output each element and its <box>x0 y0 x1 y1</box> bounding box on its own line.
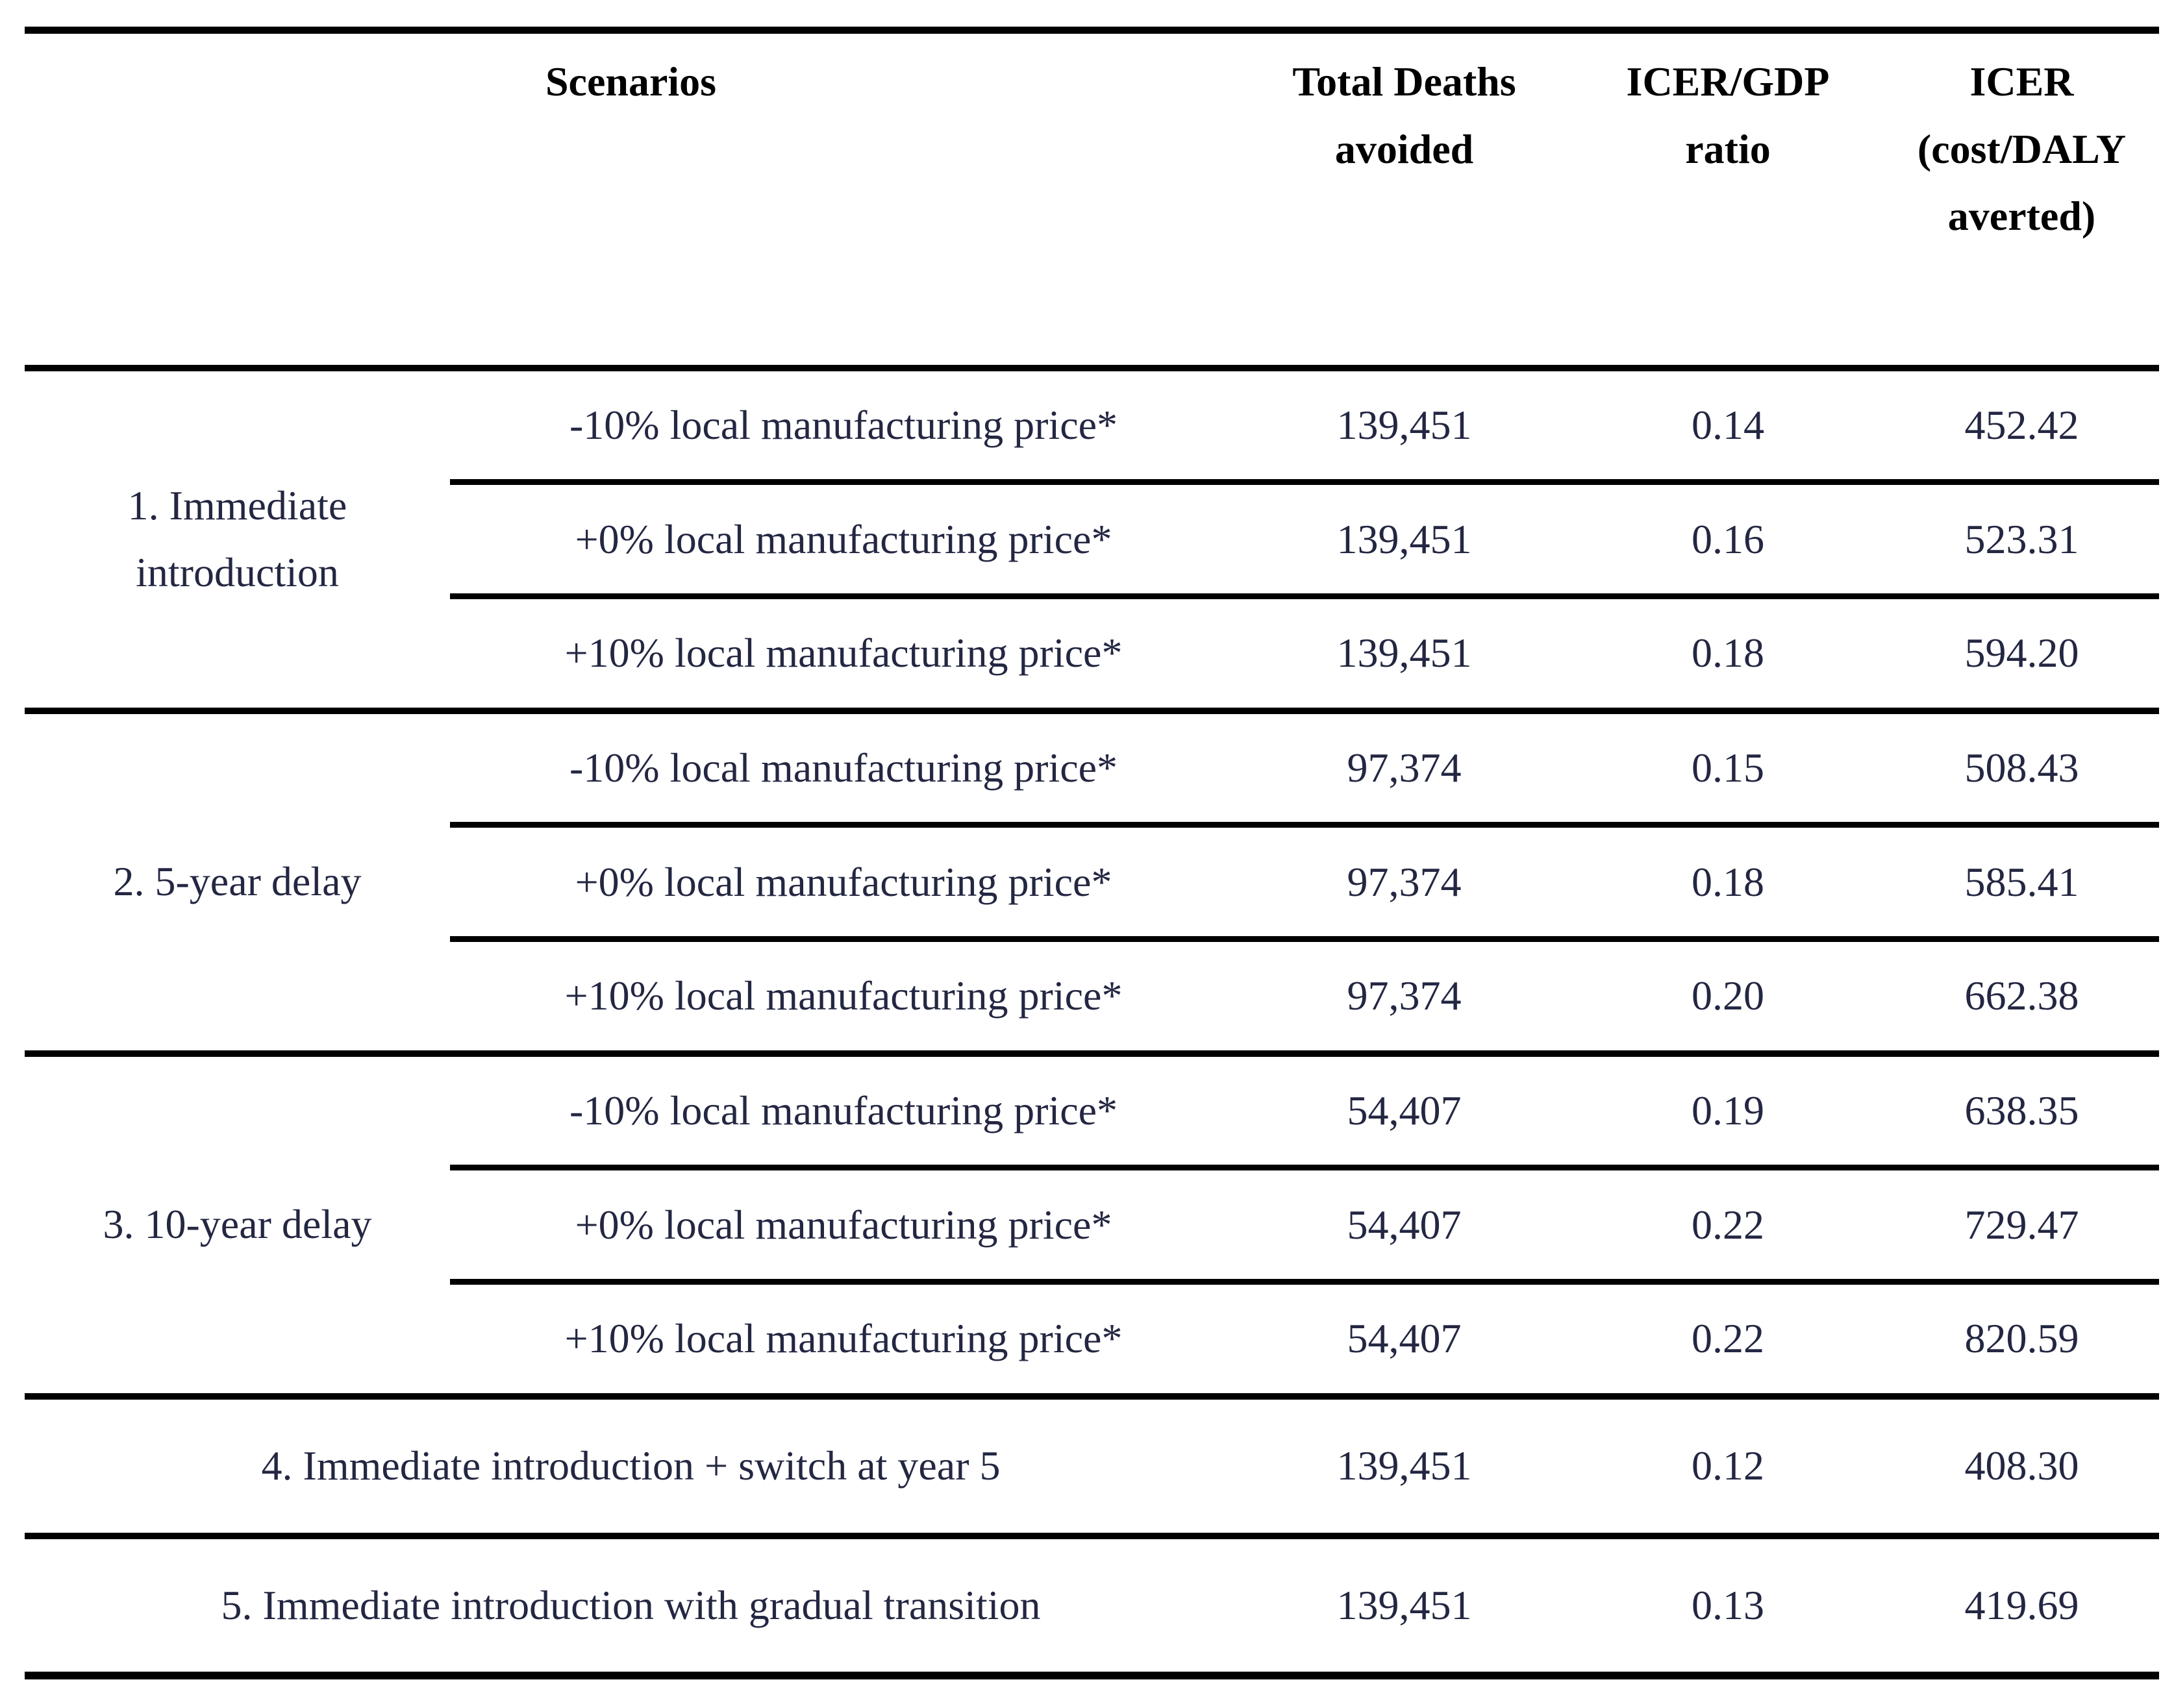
col-header-scenarios: Scenarios <box>25 27 1237 371</box>
deaths-avoided-value: 139,451 <box>1237 1396 1571 1539</box>
icer-gdp-value: 0.22 <box>1571 1167 1884 1285</box>
table-row: +0% local manufacturing price* 54,407 0.… <box>25 1167 2159 1285</box>
icer-value: 523.31 <box>1884 482 2159 599</box>
deaths-avoided-value: 97,374 <box>1237 939 1571 1057</box>
col-header-total-deaths: Total Deaths avoided <box>1237 27 1571 371</box>
icer-value: 820.59 <box>1884 1281 2159 1400</box>
table-row: 5. Immediate introduction with gradual t… <box>25 1535 2159 1679</box>
variant-label: +0% local manufacturing price* <box>450 482 1237 599</box>
deaths-avoided-value: 54,407 <box>1237 1281 1571 1400</box>
variant-label: +10% local manufacturing price* <box>450 1281 1237 1400</box>
table-row: 1. Immediate introduction -10% local man… <box>25 367 2159 714</box>
scenario-group-label-1: 1. Immediate introduction <box>25 367 450 714</box>
icer-value: 729.47 <box>1884 1167 2159 1285</box>
icer-gdp-value: 0.16 <box>1571 482 1884 599</box>
icer-gdp-value: 0.22 <box>1571 1281 1884 1400</box>
variant-label: +0% local manufacturing price* <box>450 824 1237 942</box>
icer-value: 585.41 <box>1884 824 2159 942</box>
deaths-avoided-value: 139,451 <box>1237 367 1571 485</box>
deaths-avoided-value: 54,407 <box>1237 1053 1571 1170</box>
table-row: 2. 5-year delay -10% local manufacturing… <box>25 710 2159 1057</box>
icer-gdp-value: 0.15 <box>1571 710 1884 828</box>
variant-label: -10% local manufacturing price* <box>450 1053 1237 1170</box>
deaths-avoided-value: 139,451 <box>1237 482 1571 599</box>
icer-gdp-value: 0.14 <box>1571 367 1884 485</box>
variant-label: -10% local manufacturing price* <box>450 367 1237 485</box>
scenarios-results-table: Scenarios Total Deaths avoided ICER/GDP … <box>25 27 2159 1679</box>
variant-label: -10% local manufacturing price* <box>450 710 1237 828</box>
table-row: 3. 10-year delay -10% local manufacturin… <box>25 1053 2159 1400</box>
icer-gdp-value: 0.13 <box>1571 1535 1884 1679</box>
icer-value: 452.42 <box>1884 367 2159 485</box>
scenario-label-4: 4. Immediate introduction + switch at ye… <box>25 1396 1237 1539</box>
icer-value: 662.38 <box>1884 939 2159 1057</box>
table-row: +10% local manufacturing price* 97,374 0… <box>25 939 2159 1057</box>
variant-label: +10% local manufacturing price* <box>450 939 1237 1057</box>
icer-gdp-value: 0.20 <box>1571 939 1884 1057</box>
icer-value: 594.20 <box>1884 596 2159 714</box>
icer-value: 419.69 <box>1884 1535 2159 1679</box>
scenario-label-5: 5. Immediate introduction with gradual t… <box>25 1535 1237 1679</box>
variant-label: +0% local manufacturing price* <box>450 1167 1237 1285</box>
deaths-avoided-value: 54,407 <box>1237 1167 1571 1285</box>
table-row: +10% local manufacturing price* 54,407 0… <box>25 1281 2159 1400</box>
scenario-group-label-3: 3. 10-year delay <box>25 1053 450 1400</box>
table-row: +0% local manufacturing price* 139,451 0… <box>25 482 2159 599</box>
icer-gdp-value: 0.18 <box>1571 824 1884 942</box>
col-header-icer: ICER (cost/DALY averted) <box>1884 27 2159 371</box>
table-row: +0% local manufacturing price* 97,374 0.… <box>25 824 2159 942</box>
header-row: Scenarios Total Deaths avoided ICER/GDP … <box>25 27 2159 371</box>
table-row: +10% local manufacturing price* 139,451 … <box>25 596 2159 714</box>
variant-label: +10% local manufacturing price* <box>450 596 1237 714</box>
icer-value: 638.35 <box>1884 1053 2159 1170</box>
icer-value: 508.43 <box>1884 710 2159 828</box>
deaths-avoided-value: 97,374 <box>1237 824 1571 942</box>
icer-value: 408.30 <box>1884 1396 2159 1539</box>
deaths-avoided-value: 139,451 <box>1237 596 1571 714</box>
col-header-icer-gdp-ratio: ICER/GDP ratio <box>1571 27 1884 371</box>
icer-gdp-value: 0.19 <box>1571 1053 1884 1170</box>
scenario-group-label-2: 2. 5-year delay <box>25 710 450 1057</box>
table-row: 4. Immediate introduction + switch at ye… <box>25 1396 2159 1539</box>
deaths-avoided-value: 97,374 <box>1237 710 1571 828</box>
icer-gdp-value: 0.18 <box>1571 596 1884 714</box>
icer-gdp-value: 0.12 <box>1571 1396 1884 1539</box>
deaths-avoided-value: 139,451 <box>1237 1535 1571 1679</box>
